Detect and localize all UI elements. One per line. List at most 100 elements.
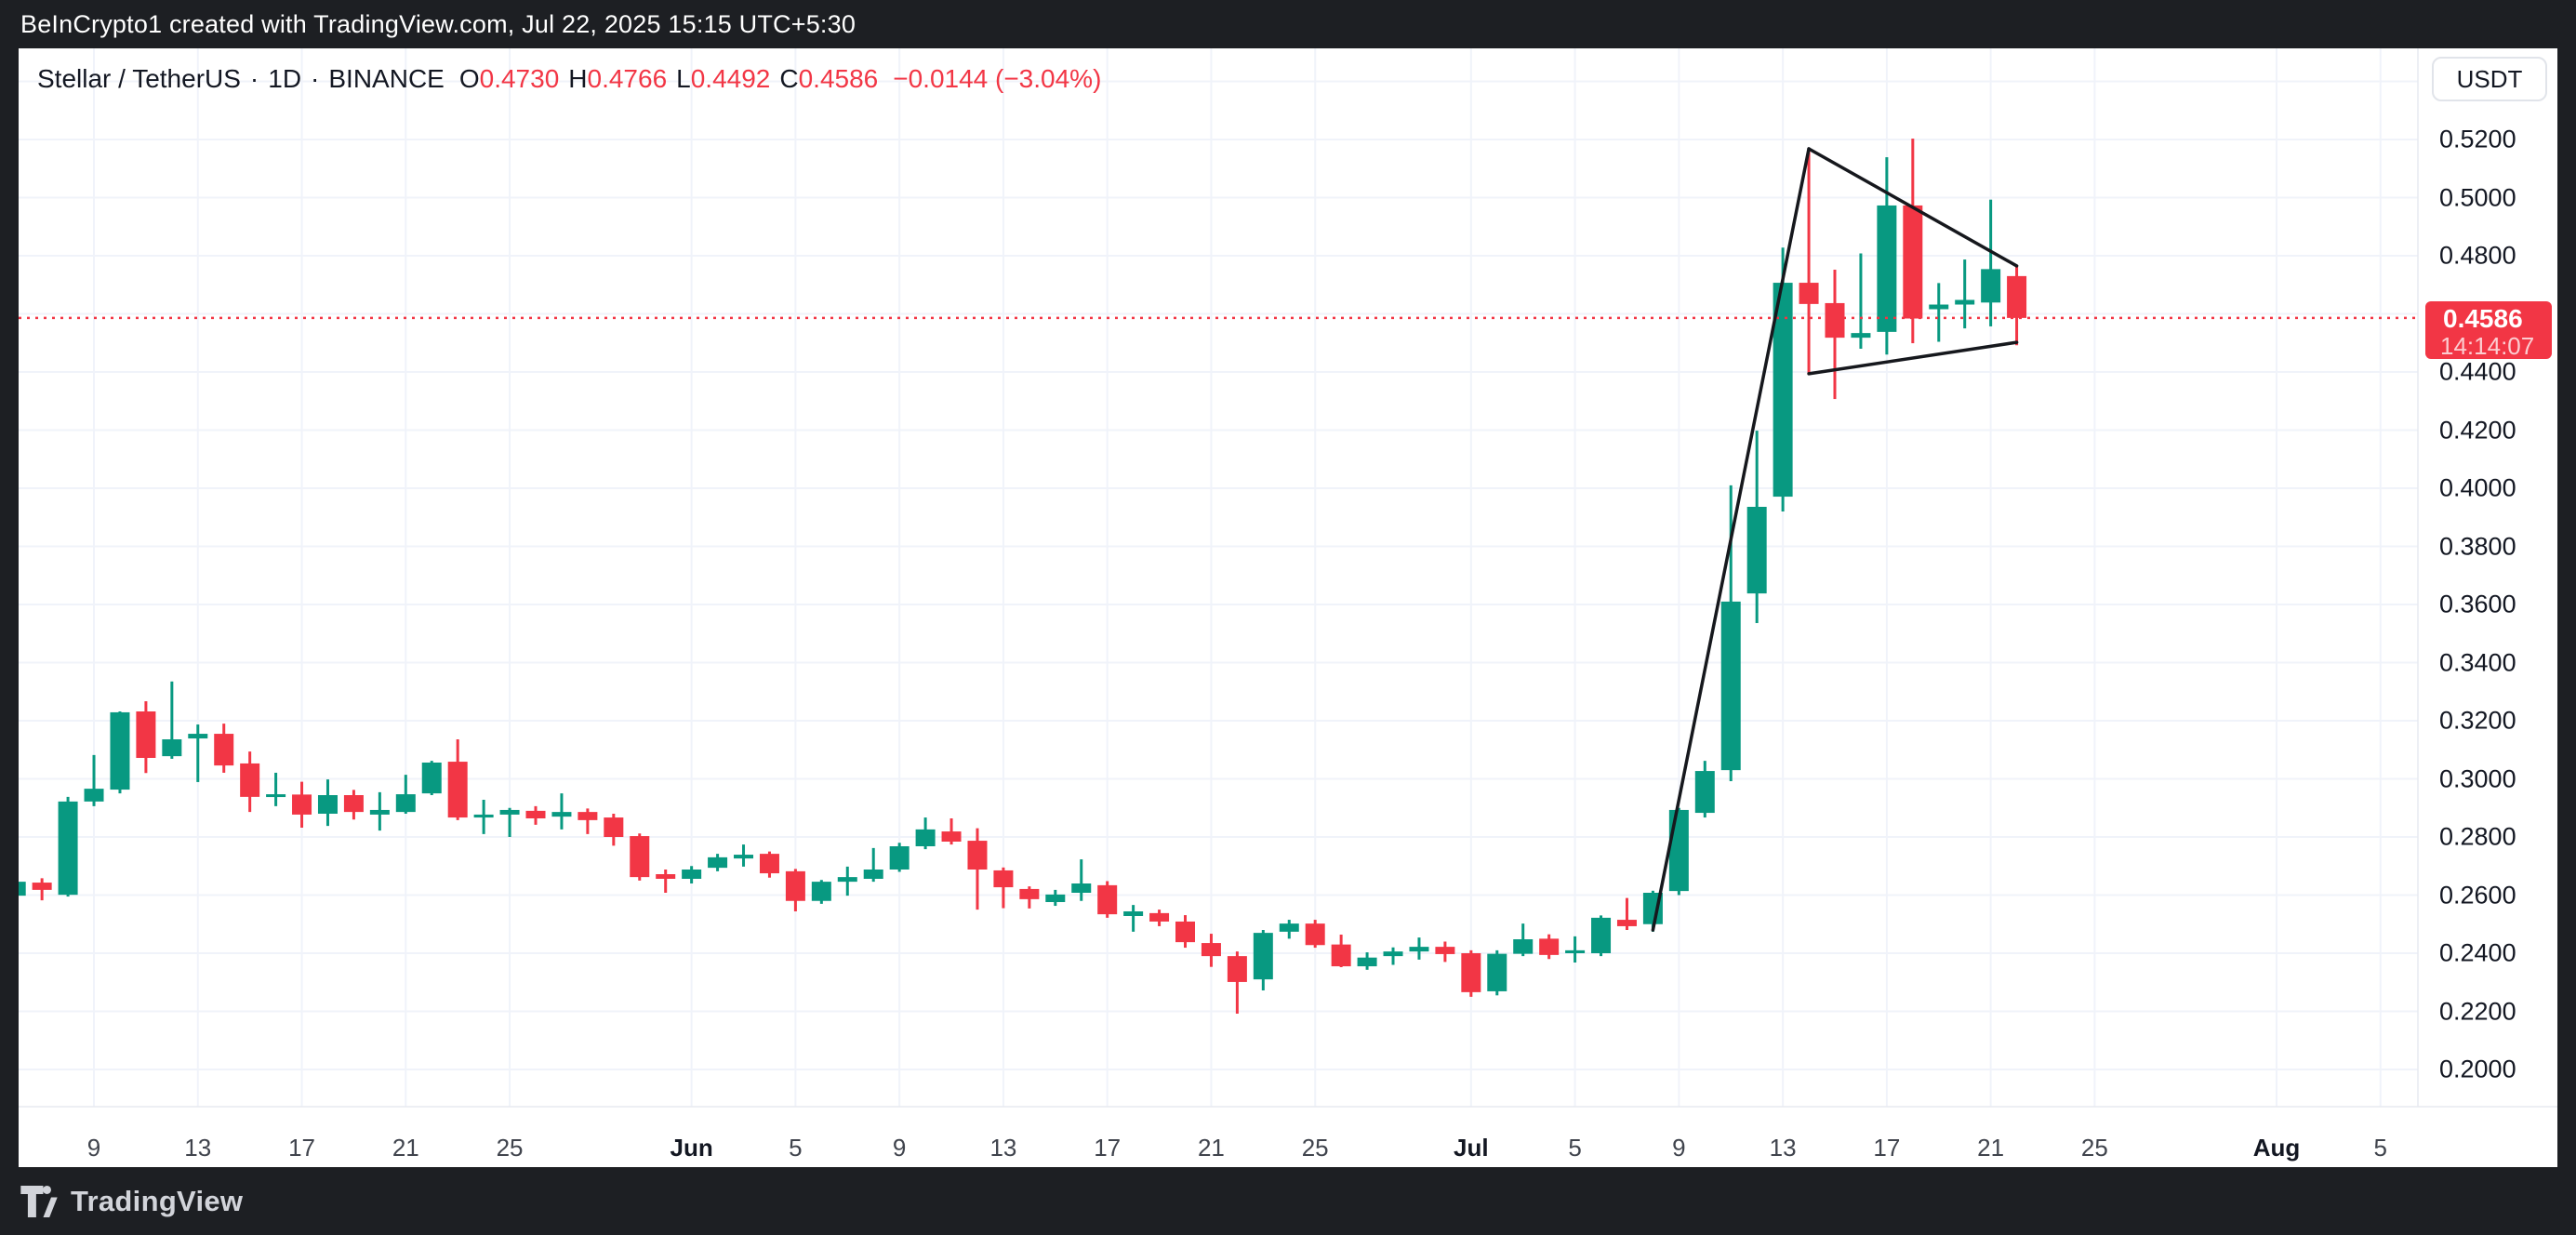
candle-Jun-7 [837,877,857,883]
time-axis-label: 5 [1568,1134,1582,1162]
candle-Jul-7 [1616,920,1637,926]
candle-Jul-13 [1773,283,1793,498]
time-axis-label: 21 [1977,1134,2005,1162]
candle-Jun-21 [1201,943,1221,957]
time-axis-label: 25 [496,1134,524,1162]
legend-separator: · [311,64,320,93]
candle-Jun-18 [1123,911,1144,916]
candle-May-18 [317,795,338,814]
candle-wick-May-9 [92,754,96,806]
candle-Jul-3 [1513,939,1534,954]
candle-May-12 [162,739,182,757]
price-axis-label: 0.5200 [2439,125,2516,153]
candle-Jun-4 [759,854,779,874]
candle-Jul-6 [1591,917,1612,953]
candle-May-16 [266,794,286,798]
bar-countdown: 14:14:07 [2440,332,2535,360]
candle-wick-Jul-16 [1859,253,1863,349]
candle-wick-Jul-5 [1573,936,1577,963]
legend-open-label: O [458,64,480,93]
price-axis-label: 0.2000 [2439,1055,2516,1083]
candle-May-17 [292,794,312,815]
candle-Jun-13 [993,870,1014,888]
candle-Jul-5 [1565,949,1586,953]
symbol-legend[interactable]: Stellar / TetherUS · 1D · BINANCE O 0.47… [37,63,1101,95]
candle-May-7 [32,883,52,890]
candle-May-25 [499,809,520,815]
legend-exchange: BINANCE [328,64,445,93]
candle-wick-Jul-19 [1937,283,1941,342]
legend-separator: · [249,64,259,93]
candle-wick-May-16 [274,772,278,806]
candle-Jul-2 [1487,953,1507,991]
candle-wick-Jul-20 [1963,259,1967,329]
legend-open-value: 0.4730 [479,64,560,93]
chart-panel [19,48,2557,1167]
tradingview-logo-icon[interactable] [20,1185,58,1217]
candle-Jul-18 [1903,205,1923,319]
legend-close-label: C [779,64,799,93]
candle-Jun-28 [1383,951,1403,957]
pattern-upper-trendline [1807,147,2019,268]
candle-Jun-22 [1227,956,1247,982]
candle-Jun-27 [1357,957,1377,967]
candle-Jul-19 [1929,304,1949,310]
candle-Jun-23 [1253,933,1273,980]
time-axis-label: 13 [989,1134,1017,1162]
candle-May-23 [447,762,468,818]
legend-symbol[interactable]: Stellar / TetherUS [37,64,241,93]
candle-Jul-4 [1539,938,1560,955]
time-axis-month-label: Jul [1454,1134,1489,1162]
candle-wick-Jul-7 [1625,897,1628,930]
candle-Jul-21 [1981,269,2001,303]
price-axis-label: 0.5000 [2439,183,2516,211]
candle-Jul-16 [1851,333,1871,339]
price-axis-label: 0.4000 [2439,473,2516,502]
candle-wick-May-25 [508,807,511,837]
currency-toggle-button[interactable]: USDT [2432,57,2547,101]
candle-wick-Jun-16 [1080,859,1083,901]
candle-wick-Jun-18 [1132,905,1135,932]
candle-May-27 [551,812,572,817]
candle-May-6 [19,882,26,896]
legend-interval[interactable]: 1D [268,64,302,93]
candle-Jun-5 [785,870,805,901]
price-axis-label: 0.4200 [2439,416,2516,444]
current-price-value: 0.4586 [2443,304,2523,333]
candle-May-15 [240,763,260,797]
candle-May-24 [473,814,494,818]
pattern-pole-line [1651,147,1811,932]
time-axis-label: 25 [1301,1134,1329,1162]
candle-Jul-11 [1720,601,1741,771]
price-axis-label: 0.3400 [2439,648,2516,676]
candle-Jun-24 [1279,923,1299,932]
candle-May-19 [343,795,364,813]
candle-May-14 [214,734,234,766]
candle-May-8 [58,801,78,896]
time-axis-label: 13 [184,1134,212,1162]
legend-low-value: 0.4492 [690,64,771,93]
candle-Jul-17 [1877,205,1897,332]
time-axis-label: 17 [1873,1134,1901,1162]
footer-brand-text[interactable]: TradingView [71,1184,244,1217]
time-axis-label: 9 [892,1134,907,1162]
candle-Jun-11 [941,831,962,842]
price-axis-label: 0.3000 [2439,764,2516,792]
candle-May-11 [136,711,156,758]
candle-Jul-12 [1746,507,1767,594]
chart-canvas[interactable] [19,48,2557,1167]
candle-Jul-14 [1799,283,1819,304]
candle-wick-May-12 [170,681,174,759]
time-axis-label: 9 [1672,1134,1686,1162]
candle-wick-May-13 [196,724,200,782]
candle-wick-Jun-22 [1235,951,1239,1014]
legend-change: −0.0144 (−3.04%) [893,64,1102,93]
time-axis-label: 21 [392,1134,419,1162]
candle-wick-Jun-8 [871,847,875,883]
candle-Jun-12 [967,841,988,870]
candle-Jun-14 [1019,888,1040,899]
candle-May-9 [84,789,104,802]
current-price-label: 0.4586 14:14:07 [2425,301,2552,360]
price-axis-label: 0.3600 [2439,590,2516,618]
candle-May-21 [395,794,416,813]
